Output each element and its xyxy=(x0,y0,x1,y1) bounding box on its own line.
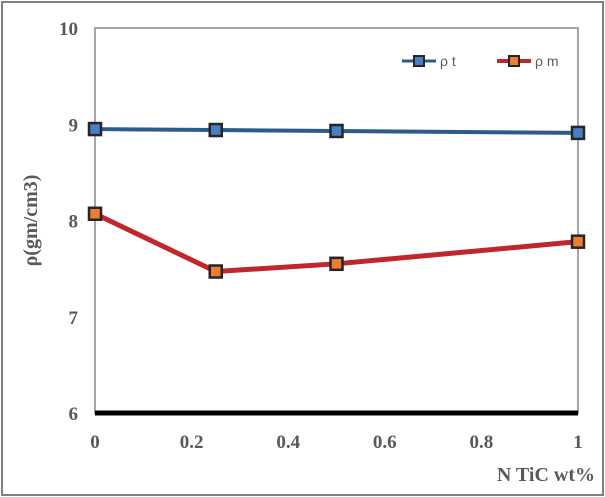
x-tick-label: 0.8 xyxy=(470,432,494,453)
y-axis-title: ρ(gm/cm3) xyxy=(20,175,42,267)
y-tick-label: 9 xyxy=(69,115,79,136)
x-axis-title: N TiC wt% xyxy=(497,464,595,486)
legend-label: ρ m xyxy=(535,53,559,69)
series-line xyxy=(94,127,579,135)
x-tick-label: 0 xyxy=(90,432,100,453)
data-point xyxy=(329,123,344,139)
legend-marker xyxy=(413,55,425,67)
data-point xyxy=(570,234,586,249)
plot-area xyxy=(94,27,579,414)
data-point xyxy=(208,122,223,138)
data-point xyxy=(87,206,103,222)
x-tick-label: 1 xyxy=(573,432,583,453)
data-point xyxy=(87,121,103,137)
data-point xyxy=(570,125,586,141)
x-tick-label: 0.6 xyxy=(373,432,397,453)
data-point xyxy=(329,256,344,272)
y-tick-label: 6 xyxy=(69,404,79,425)
y-tick-label: 8 xyxy=(69,212,79,233)
y-tick-label: 10 xyxy=(59,19,78,40)
legend-label: ρ t xyxy=(440,53,456,69)
x-tick-label: 0.2 xyxy=(180,432,204,453)
legend-marker xyxy=(508,55,520,67)
series-line xyxy=(93,211,579,275)
y-tick-label: 7 xyxy=(69,308,79,329)
data-point xyxy=(208,264,223,279)
x-tick-label: 0.4 xyxy=(276,432,300,453)
